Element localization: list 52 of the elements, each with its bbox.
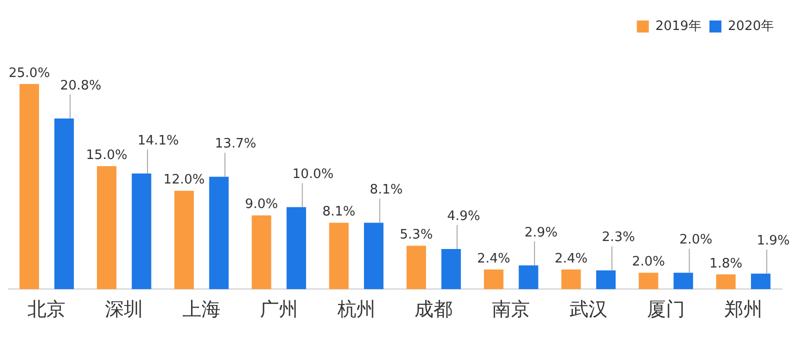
data-label: 25.0% xyxy=(8,66,50,81)
x-tick-label: 上海 xyxy=(182,298,220,321)
data-label: 5.3% xyxy=(400,228,433,243)
data-label: 2.9% xyxy=(524,225,558,240)
bar xyxy=(674,272,694,290)
data-label: 12.0% xyxy=(163,172,205,188)
data-label: 2.4% xyxy=(554,251,588,266)
x-tick-label: 武汉 xyxy=(570,298,608,321)
data-label: 20.8% xyxy=(60,78,102,94)
data-label: 14.1% xyxy=(138,133,179,148)
bar xyxy=(286,207,306,290)
bar xyxy=(716,274,736,290)
data-label: 4.9% xyxy=(447,208,480,224)
bar xyxy=(484,270,504,290)
bar xyxy=(406,246,426,290)
bar xyxy=(750,274,770,290)
x-tick-label: 厦门 xyxy=(646,298,685,321)
x-tick-label: 深圳 xyxy=(105,298,144,321)
data-label: 2.0% xyxy=(632,254,665,270)
data-label: 8.1% xyxy=(322,204,356,220)
data-label: 2.4% xyxy=(477,251,510,266)
bar xyxy=(518,265,538,290)
data-label: 1.9% xyxy=(756,233,790,248)
x-tick-label: 郑州 xyxy=(724,298,762,321)
data-label: 13.7% xyxy=(214,136,256,152)
data-label: 2.3% xyxy=(602,230,635,246)
bar xyxy=(20,84,40,290)
data-label: 10.0% xyxy=(292,167,334,182)
bar xyxy=(96,166,116,290)
bar xyxy=(596,270,616,290)
x-tick-label: 杭州 xyxy=(336,298,376,321)
bar xyxy=(54,118,74,290)
x-tick-label: 成都 xyxy=(414,298,453,321)
data-label: 1.8% xyxy=(709,256,742,272)
data-label: 8.1% xyxy=(370,182,403,198)
x-tick-label: 南京 xyxy=(492,298,530,321)
bar xyxy=(132,173,152,290)
legend-label: 2020年 xyxy=(728,18,774,34)
x-tick-label: 广州 xyxy=(260,298,298,321)
data-label: 9.0% xyxy=(244,197,278,212)
bar xyxy=(364,222,384,290)
bar xyxy=(561,270,581,290)
bar xyxy=(209,176,229,290)
bar xyxy=(638,272,658,290)
data-label: 2.0% xyxy=(679,232,712,248)
legend-label: 2019年 xyxy=(655,18,702,34)
bar xyxy=(329,222,349,290)
bar xyxy=(441,248,461,290)
x-tick-label: 北京 xyxy=(28,298,66,321)
bar xyxy=(174,190,194,290)
data-label: 15.0% xyxy=(86,148,128,163)
bar xyxy=(252,215,272,290)
